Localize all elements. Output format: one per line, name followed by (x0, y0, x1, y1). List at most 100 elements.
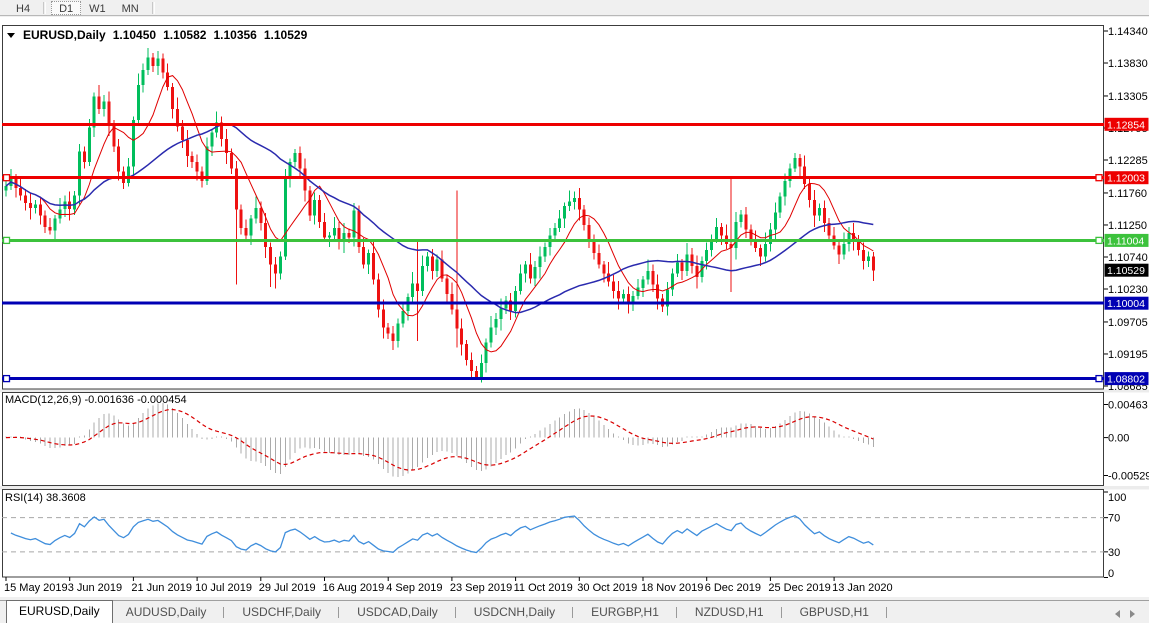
candle-body (215, 122, 219, 133)
candle-body (24, 195, 28, 203)
timeframe-toolbar: H4 D1 W1 MN (0, 0, 1149, 16)
tab-eurgbp-h1[interactable]: EURGBP,H1 (582, 602, 686, 623)
candle-body (553, 228, 557, 236)
tab-label: USDCAD,Daily (357, 605, 438, 619)
chart-canvas[interactable]: 1.143401.138301.133051.127951.122851.117… (0, 17, 1149, 597)
macd-signal-line (5, 408, 874, 471)
tab-scroll-right-icon[interactable] (1130, 610, 1139, 618)
hline-handle (2, 174, 11, 182)
candle-body (470, 359, 473, 372)
candle-body (332, 228, 336, 236)
svg-text:1.10529: 1.10529 (1107, 265, 1145, 277)
candle-body (190, 155, 194, 163)
macd-plot[interactable] (2, 392, 1104, 486)
candle-body (298, 152, 302, 169)
candle-body (205, 146, 209, 181)
hline-1.12003[interactable] (2, 174, 1104, 182)
candle-body (729, 243, 733, 249)
candle-body (185, 140, 189, 156)
candle-body (666, 289, 669, 307)
tab-usdcnh-daily[interactable]: USDCNH,Daily (465, 602, 582, 623)
price-badge-1.08802: 1.08802 (1104, 372, 1149, 386)
candle-body (73, 195, 77, 210)
candle-body (734, 221, 738, 249)
chart-area[interactable]: 1.143401.138301.133051.127951.122851.117… (0, 17, 1149, 597)
candle-body (445, 278, 449, 294)
candle-body (759, 248, 763, 257)
candle-body (376, 279, 380, 310)
tab-audusd-daily[interactable]: AUDUSD,Daily (117, 602, 234, 623)
candle-body (592, 239, 596, 254)
svg-text:1.08802: 1.08802 (1107, 374, 1145, 386)
candle-body (764, 243, 767, 257)
candle-body (14, 177, 18, 188)
candle-body (494, 319, 498, 328)
current-price-badge: 1.10529 (1104, 263, 1149, 277)
candle-body (621, 294, 625, 299)
candle-body (352, 210, 356, 238)
ma-fast-line (5, 75, 874, 353)
candle-body (38, 204, 42, 216)
candle-body (646, 270, 650, 280)
timeframe-button-d1[interactable]: D1 (51, 0, 82, 15)
svg-text:0: 0 (1108, 568, 1114, 580)
timeframe-button-w1[interactable]: W1 (81, 1, 114, 15)
panel-splitter[interactable] (0, 389, 1149, 393)
candle-body (239, 209, 243, 229)
svg-text:13 Jan 2020: 13 Jan 2020 (832, 582, 893, 594)
candle-body (127, 166, 130, 183)
candle-body (278, 256, 282, 274)
candle-body (112, 124, 116, 147)
time-axis[interactable]: 15 May 2019 3 Jun 2019 21 Jun 2019 10 Jul 2… (4, 577, 893, 594)
hline-1.08802[interactable] (2, 374, 1104, 383)
candle-body (327, 235, 331, 238)
svg-text:6 Dec 2019: 6 Dec 2019 (705, 582, 761, 594)
candle-body (803, 166, 807, 185)
candle-body (460, 328, 464, 345)
hline-handle (2, 374, 11, 383)
timeframe-button-h4[interactable]: H4 (8, 1, 38, 15)
tab-label: EURUSD,Daily (19, 604, 100, 618)
candle-body (435, 259, 439, 271)
tab-scroll-left-icon[interactable] (1111, 610, 1120, 618)
candle-body (87, 127, 91, 163)
candle-body (367, 253, 371, 265)
hline-handle (1095, 236, 1103, 245)
candle-body (523, 264, 527, 274)
svg-text:18 Nov 2019: 18 Nov 2019 (641, 582, 703, 594)
candle-body (313, 199, 317, 216)
candle-body (587, 225, 591, 240)
candle-body (234, 168, 238, 210)
candle-body (641, 279, 645, 288)
candle-body (651, 270, 655, 285)
candle-body (401, 311, 405, 324)
candle-body (244, 228, 248, 236)
candle-body (303, 168, 307, 191)
candle-body (783, 181, 787, 197)
candle-body (259, 208, 263, 224)
candle-body (474, 371, 478, 379)
panel-splitter[interactable] (0, 486, 1149, 490)
candle-body (847, 233, 851, 244)
tab-usdcad-daily[interactable]: USDCAD,Daily (348, 602, 465, 623)
main-plot[interactable] (2, 25, 1104, 390)
candle-body (798, 157, 802, 167)
tab-gbpusd-h1[interactable]: GBPUSD,H1 (791, 602, 896, 623)
tab-usdchf-daily[interactable]: USDCHF,Daily (233, 602, 348, 623)
timeframe-button-mn[interactable]: MN (114, 1, 147, 15)
tab-nzdusd-h1[interactable]: NZDUSD,H1 (686, 602, 791, 623)
candle-body (842, 243, 846, 255)
ma-slow-line (5, 124, 874, 314)
candle-body (146, 57, 150, 70)
svg-text:21 Jun 2019: 21 Jun 2019 (131, 582, 192, 594)
rsi-line (10, 514, 874, 554)
candle-body (499, 308, 503, 320)
candle-body (308, 190, 312, 216)
tab-eurusd-daily[interactable]: EURUSD,Daily (6, 600, 113, 623)
candle-body (97, 96, 101, 109)
rsi-plot[interactable] (2, 489, 1104, 578)
candle-body (342, 233, 346, 242)
candle-body (788, 168, 792, 182)
hline-1.11004[interactable] (2, 236, 1104, 245)
